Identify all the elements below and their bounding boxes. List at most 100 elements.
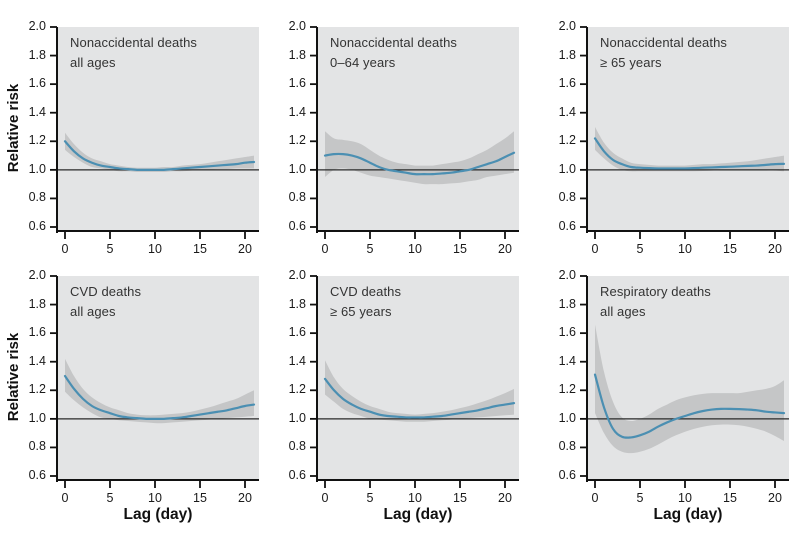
panel-nonaccidental-0-64: Nonaccidental deaths 0–64 years 2.0 1.8 1.…	[289, 19, 519, 256]
y-tick-label: 1.2	[288, 133, 306, 148]
panel-respiratory-all-ages: Respiratory deaths all ages Lag (day) 2.…	[559, 268, 789, 523]
y-tick-label: 2.0	[288, 268, 306, 282]
x-tick-label: 0	[61, 491, 69, 505]
y-tick-label: 1.2	[28, 133, 46, 148]
y-tick-label: 2.0	[28, 19, 46, 33]
panel-title-line2: all ages	[70, 303, 116, 319]
plot-area	[50, 26, 259, 239]
plot-area	[310, 275, 519, 488]
y-tick-label: 1.8	[288, 296, 306, 311]
y-tick-label: 1.6	[28, 325, 46, 340]
x-tick-label: 15	[193, 242, 207, 256]
y-tick-label: 1.8	[558, 296, 576, 311]
x-tick-label: 0	[321, 491, 329, 505]
y-tick-label: 1.6	[288, 325, 306, 340]
panel-title: Nonaccidental deaths ≥ 65 years	[600, 33, 727, 72]
x-tick-label: 0	[61, 242, 69, 256]
panel-title: Nonaccidental deaths all ages	[70, 33, 197, 72]
panel-title-line2: all ages	[600, 303, 646, 319]
y-tick-label: 0.6	[28, 219, 46, 233]
y-tick-label: 1.2	[28, 382, 46, 397]
x-tick-label: 20	[768, 491, 782, 505]
x-tick-label: 20	[238, 491, 252, 505]
y-tick-label: 1.0	[558, 161, 576, 176]
y-tick-label: 1.4	[288, 353, 306, 368]
x-tick-label: 10	[148, 242, 162, 256]
y-tick-label: 1.0	[288, 161, 306, 176]
y-tick-label: 0.6	[558, 468, 576, 482]
y-tick-label: 1.2	[288, 382, 306, 397]
panel-title: CVD deaths all ages	[70, 282, 141, 321]
x-axis-label: Lag (day)	[653, 506, 723, 523]
y-tick-label: 1.8	[28, 296, 46, 311]
y-tick-label: 1.0	[288, 410, 306, 425]
y-tick-label: 1.2	[558, 382, 576, 397]
x-tick-label: 20	[498, 242, 512, 256]
x-tick-label: 10	[678, 242, 692, 256]
y-tick-label: 1.0	[28, 410, 46, 425]
y-tick-label: 2.0	[28, 268, 46, 282]
y-tick-label: 1.8	[558, 47, 576, 62]
panel-title-line2: all ages	[70, 54, 116, 70]
x-tick-label: 0	[321, 242, 329, 256]
y-tick-label: 1.8	[288, 47, 306, 62]
y-tick-label: 1.4	[558, 353, 576, 368]
y-tick-label: 0.6	[28, 468, 46, 482]
plot-area	[580, 275, 789, 488]
y-tick-label: 1.0	[558, 410, 576, 425]
x-axis-label: Lag (day)	[123, 506, 193, 523]
y-tick-label: 0.8	[558, 439, 576, 454]
y-tick-label: 2.0	[558, 19, 576, 33]
x-axis-label: Lag (day)	[383, 506, 453, 523]
x-tick-label: 5	[636, 242, 644, 256]
panel-title-line1: Respiratory deaths	[600, 284, 711, 299]
y-tick-label: 1.4	[288, 104, 306, 119]
x-tick-label: 5	[106, 491, 114, 505]
x-tick-label: 20	[238, 242, 252, 256]
panel-cvd-65-plus: CVD deaths ≥ 65 years Lag (day) 2.0 1.8 1.…	[289, 268, 519, 523]
panel-title: CVD deaths ≥ 65 years	[330, 282, 401, 321]
x-tick-label: 5	[106, 242, 114, 256]
x-tick-label: 10	[408, 242, 422, 256]
panel-cvd-all-ages: CVD deaths all ages Lag (day) 2.0 1.8 1.6 1…	[29, 268, 259, 523]
y-tick-label: 1.4	[28, 104, 46, 119]
x-tick-label: 0	[591, 491, 599, 505]
x-tick-label: 15	[723, 242, 737, 256]
y-tick-label: 2.0	[558, 268, 576, 282]
panel-nonaccidental-65-plus: Nonaccidental deaths ≥ 65 years 2.0 1.8 1.…	[559, 19, 789, 256]
x-tick-label: 5	[366, 242, 374, 256]
y-tick-label: 1.6	[28, 76, 46, 91]
y-tick-label: 1.4	[28, 353, 46, 368]
plot-area	[50, 275, 259, 488]
y-tick-label: 1.6	[558, 325, 576, 340]
panel-title-line1: Nonaccidental deaths	[70, 35, 198, 50]
x-tick-label: 5	[636, 491, 644, 505]
panel-nonaccidental-all-ages: Nonaccidental deaths all ages 2.0 1.8 1.6 1…	[29, 19, 259, 256]
panel-title-line1: CVD deaths	[70, 284, 142, 299]
x-tick-label: 15	[453, 242, 467, 256]
y-tick-label: 0.8	[288, 439, 306, 454]
y-tick-label: 0.6	[558, 219, 576, 233]
y-tick-label: 0.8	[28, 439, 46, 454]
x-tick-label: 20	[498, 491, 512, 505]
x-tick-label: 10	[408, 491, 422, 505]
x-tick-label: 10	[148, 491, 162, 505]
y-tick-label: 1.4	[558, 104, 576, 119]
panel-title-line2: 0–64 years	[330, 54, 396, 70]
x-tick-label: 15	[193, 491, 207, 505]
x-tick-label: 5	[366, 491, 374, 505]
y-tick-label: 0.6	[288, 468, 306, 482]
panel-title-line2: ≥ 65 years	[330, 303, 392, 319]
x-tick-label: 15	[723, 491, 737, 505]
plot-area	[580, 26, 789, 239]
y-tick-label: 2.0	[288, 19, 306, 33]
y-tick-label: 1.2	[558, 133, 576, 148]
y-tick-label: 0.8	[558, 190, 576, 205]
x-tick-label: 15	[453, 491, 467, 505]
y-tick-label: 0.8	[28, 190, 46, 205]
x-tick-label: 0	[591, 242, 599, 256]
y-tick-label: 1.0	[28, 161, 46, 176]
panel-title-line1: Nonaccidental deaths	[600, 35, 728, 50]
panel-title-line2: ≥ 65 years	[600, 54, 662, 70]
